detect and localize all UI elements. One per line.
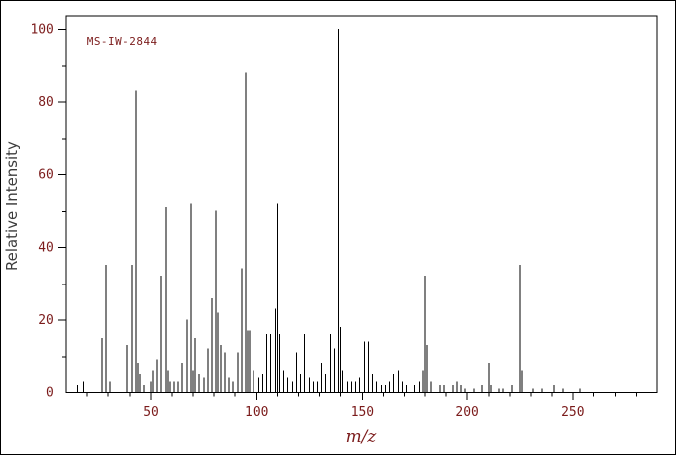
x-tick-label: 200 bbox=[455, 405, 478, 420]
x-tick-label: 250 bbox=[561, 405, 584, 420]
y-tick-label: 80 bbox=[38, 95, 54, 110]
x-tick-label: 100 bbox=[245, 405, 268, 420]
x-tick-label: 50 bbox=[143, 405, 159, 420]
x-axis-title: m/z bbox=[346, 426, 377, 446]
y-axis-title: Relative Intensity bbox=[3, 141, 21, 271]
y-tick-label: 60 bbox=[38, 168, 54, 183]
y-tick-label: 100 bbox=[30, 22, 53, 37]
x-tick-label: 150 bbox=[351, 405, 374, 420]
y-tick-label: 0 bbox=[46, 386, 54, 401]
y-tick-label: 40 bbox=[38, 240, 54, 255]
chart-frame bbox=[65, 15, 658, 393]
y-tick-label: 20 bbox=[38, 313, 54, 328]
spectrum-id-label: MS-IW-2844 bbox=[87, 35, 158, 48]
